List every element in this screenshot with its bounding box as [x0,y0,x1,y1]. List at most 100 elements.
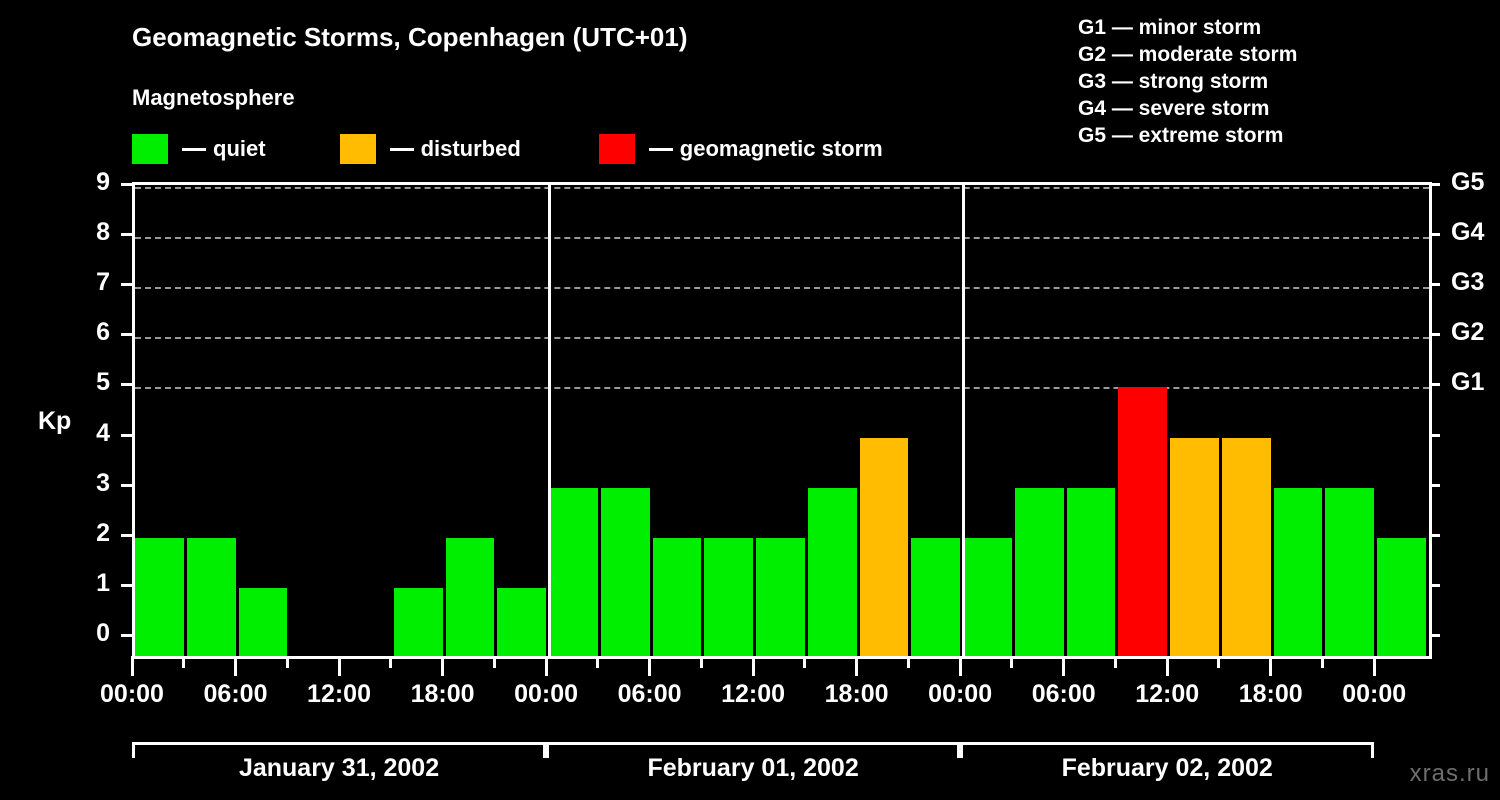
x-tick-1 [182,656,186,668]
g-scale-item-1: G1 — minor storm [1078,16,1262,39]
g-axis-label-G3: G3 [1451,268,1485,297]
geomagnetic-storm-legend: geomagnetic storm [598,133,883,165]
bar-day2-1200 [756,537,805,656]
y-tick-3 [121,483,132,487]
x-tick-23 [1320,656,1324,668]
bar-day2-0000 [549,487,598,656]
x-tick-17 [1010,656,1014,668]
gridline-kp-7 [135,287,1429,290]
x-tick-18 [1062,656,1066,676]
y-tick-2 [121,533,132,537]
y-tick-label-0: 0 [96,619,110,647]
y-tick-7 [121,283,132,287]
date-label-3: February 02, 2002 [1061,754,1273,782]
geomagnetic-storm-legend-label: geomagnetic storm [679,136,883,161]
bar-day1-0300 [186,537,236,656]
bar-day2-0900 [704,537,754,656]
g-axis-label-G4: G4 [1451,218,1485,247]
geomagnetic-storm-legend-swatch [598,134,635,164]
bar-day3-0000 [963,537,1012,656]
day-separator-1 [547,185,551,656]
watermark: xras.ru [1409,760,1490,787]
x-tick-11 [699,656,703,668]
bar-day3-0300 [1014,487,1064,656]
y-tick-label-6: 6 [96,318,110,347]
x-tick-label-6: 12:00 [721,680,786,708]
x-tick-label-7: 18:00 [824,680,889,708]
gridline-kp-6 [135,337,1429,340]
y-tick-4 [121,433,132,437]
y-tick-label-9: 9 [96,168,110,196]
x-tick-label-9: 06:00 [1031,680,1096,708]
date-bracket-3 [960,742,1375,758]
y-tick-label-2: 2 [96,518,110,547]
x-tick-12 [751,656,755,676]
x-tick-10 [648,656,652,676]
x-tick-label-0: 00:00 [100,680,164,708]
g-axis-label-G2: G2 [1451,318,1485,347]
disturbed-legend-swatch [339,134,376,164]
date-label-1: January 31, 2002 [238,754,440,782]
bar-day2-1500 [807,487,857,656]
chart-subtitle: Magnetosphere [132,85,295,110]
x-tick-19 [1113,656,1117,668]
g-axis-tick-kp-9 [1429,183,1440,186]
g-axis-tick-kp-8 [1429,233,1440,237]
x-tick-label-1: 06:00 [203,680,268,708]
legend-dash-icon [182,147,206,151]
bar-day3-2100 [1325,487,1375,656]
x-tick-label-4: 00:00 [514,680,579,708]
y-tick-9 [121,183,132,186]
x-tick-label-10: 12:00 [1135,680,1200,708]
x-tick-22 [1269,656,1273,676]
x-tick-13 [803,656,807,668]
x-tick-4 [337,656,341,676]
x-tick-label-12: 00:00 [1342,680,1407,708]
plot-frame [132,182,1432,659]
bar-day3-0000 [1377,537,1426,656]
y-tick-5 [121,383,132,387]
y-axis-title: Kp [38,407,72,435]
bar-day2-0600 [652,537,702,656]
date-label-2: February 01, 2002 [647,754,859,782]
bar-day1-2100 [497,587,547,656]
x-tick-20 [1165,656,1169,676]
g-axis-tick-kp-7 [1429,283,1440,287]
gridline-kp-8 [135,237,1429,240]
x-tick-label-11: 18:00 [1238,680,1303,708]
x-tick-3 [285,656,289,668]
y-tick-label-5: 5 [96,368,110,397]
x-tick-label-3: 18:00 [410,680,475,708]
x-tick-label-8: 00:00 [928,680,993,708]
x-tick-7 [492,656,496,668]
g-axis-tick-kp-1 [1429,583,1440,587]
g-axis-tick-kp-4 [1429,433,1440,437]
g-scale-item-5: G5 — extreme storm [1078,124,1284,147]
g-scale-item-2: G2 — moderate storm [1078,43,1298,66]
y-tick-0 [121,634,132,637]
date-bracket-2 [546,742,961,758]
g-axis-label-G1: G1 [1451,368,1485,397]
bar-day2-2100 [911,537,961,656]
bar-day3-1500 [1221,437,1271,656]
x-tick-21 [1217,656,1221,668]
g-axis-tick-kp-2 [1429,533,1440,537]
date-bracket-1 [132,742,547,758]
x-tick-14 [855,656,859,676]
g-axis-tick-kp-0 [1429,634,1440,637]
x-tick-8 [544,656,548,676]
x-tick-5 [389,656,393,668]
legend-dash-icon [648,147,673,151]
quiet-legend: quiet [132,133,266,165]
g-axis-label-G5: G5 [1451,168,1485,196]
quiet-legend-label: quiet [213,136,266,161]
x-tick-label-5: 06:00 [617,680,682,708]
page-title: Geomagnetic Storms, Copenhagen (UTC+01) [132,22,688,52]
g-scale-item-3: G3 — strong storm [1078,70,1269,93]
y-tick-label-8: 8 [96,218,110,247]
bar-day2-0300 [600,487,650,656]
x-tick-9 [596,656,600,668]
legend-dash-icon [389,147,414,151]
color-legend: quiet disturbed geomagnetic storm [132,133,883,165]
